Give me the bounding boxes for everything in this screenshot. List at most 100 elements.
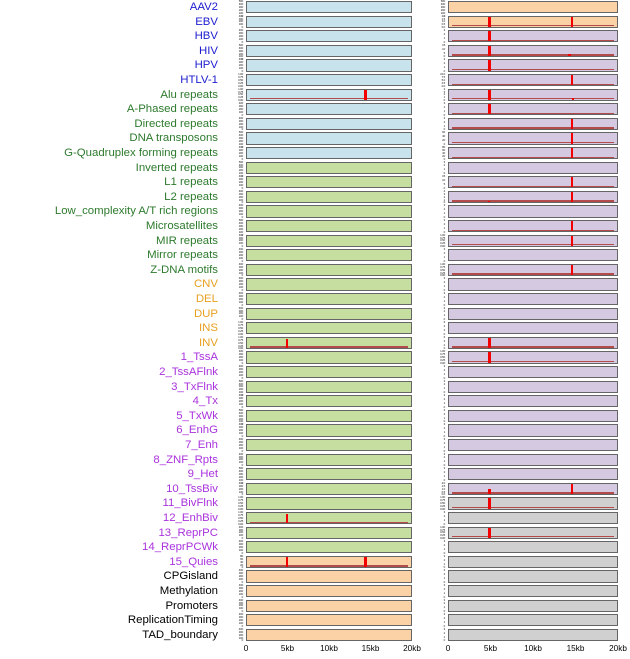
y-tick-label: 500 xyxy=(238,407,243,412)
y-tick-label: 100 xyxy=(238,620,243,625)
y-tick-label: 3 xyxy=(443,101,446,106)
track-spike xyxy=(568,54,571,56)
y-tick-label: 6 xyxy=(443,334,446,339)
row-label-10-tssbiv: 10_TssBiv xyxy=(166,482,218,495)
y-tick-label: 200 xyxy=(238,107,243,112)
y-tick-label: 0 xyxy=(241,361,244,366)
y-tick-label: 2 xyxy=(443,61,446,66)
y-tick-label: 0 xyxy=(241,594,244,599)
track-panel-area xyxy=(448,1,618,14)
y-tick-label: 1.00 xyxy=(440,349,445,354)
y-tick-label: 500 xyxy=(238,159,243,164)
track-row: 1.00 0.75 0.50 0.25 0.00 xyxy=(222,335,418,351)
y-tick-label: 100 xyxy=(238,606,243,611)
y-tick-label: 100 xyxy=(238,270,243,275)
row-label-3-txflnk: 3_TxFlnk xyxy=(171,380,218,393)
track-panel-area xyxy=(246,599,412,612)
y-axis-ticks: 2.0 1.5 1.0 0.5 0.0 xyxy=(424,14,446,30)
y-tick-label: 1.5 xyxy=(441,483,446,488)
row-label-ins: INS xyxy=(199,322,218,335)
y-tick-label: 3 xyxy=(443,159,446,164)
track-baseline xyxy=(452,142,614,144)
track-baseline xyxy=(452,229,614,231)
track-panel-area xyxy=(246,1,412,14)
y-tick-label: 0.00 xyxy=(238,331,243,336)
track-panel-area xyxy=(246,30,412,43)
y-tick-label: 0.50 xyxy=(238,326,243,331)
y-tick-label: 0 xyxy=(443,185,446,190)
y-tick-label: 0.75 xyxy=(238,498,243,503)
track-row: 1.00 0.75 0.50 0.25 0.00 xyxy=(222,87,418,103)
y-tick-label: 1 xyxy=(443,634,446,639)
y-tick-label: 500 xyxy=(238,130,243,135)
track-panel-area xyxy=(448,249,618,262)
y-tick-label: 20 xyxy=(442,138,445,143)
y-tick-label: 3 xyxy=(443,626,446,631)
track-row: 500 400 300 200 100 0 xyxy=(222,159,418,178)
y-tick-label: 100 xyxy=(238,285,243,290)
y-tick-label: 1.00 xyxy=(238,510,243,514)
y-tick-label: 1.00 xyxy=(440,232,445,237)
y-tick-label: 3 xyxy=(443,510,446,514)
y-tick-label: 0.00 xyxy=(238,83,243,88)
track-row: 500 400 300 200 100 0 xyxy=(222,0,418,17)
track-spike xyxy=(570,177,574,188)
y-tick-label: 300 xyxy=(238,118,243,123)
y-tick-label: 0 xyxy=(443,69,446,74)
y-tick-label: 100 xyxy=(238,591,243,596)
track-row: 500 400 300 200 100 0 xyxy=(222,43,418,61)
y-tick-label: 400 xyxy=(238,115,243,120)
track-spike xyxy=(285,557,288,567)
y-tick-label: 3 xyxy=(443,568,446,573)
y-tick-label: 300 xyxy=(238,571,243,576)
row-label-del: DEL xyxy=(195,293,218,305)
y-tick-label: 0 xyxy=(241,127,244,132)
track-panel-area xyxy=(246,351,412,364)
y-tick-label: 40 xyxy=(442,134,445,139)
track-panel-area xyxy=(246,74,412,87)
y-tick-label: 100 xyxy=(238,229,243,234)
y-tick-label: 100 xyxy=(238,477,243,482)
y-tick-label: 2 xyxy=(443,616,446,621)
y-tick-label: 1.0 xyxy=(441,486,446,491)
y-tick-label: 100 xyxy=(440,10,445,15)
y-tick-label: 1 xyxy=(443,546,446,551)
track-panel-area xyxy=(448,278,618,291)
y-tick-label: 400 xyxy=(238,349,243,354)
y-tick-label: 1 xyxy=(443,298,446,303)
y-tick-label: 0 xyxy=(443,200,446,205)
y-tick-label: 400 xyxy=(238,162,243,167)
y-tick-label: 200 xyxy=(238,457,243,462)
y-tick-label: 200 xyxy=(238,545,243,550)
track-baseline xyxy=(452,112,614,114)
track-panel-area xyxy=(246,555,412,568)
y-tick-label: 0.00 xyxy=(238,521,243,526)
track-row: 80 60 40 20 0 xyxy=(222,554,418,570)
y-axis-ticks: 400 300 200 100 0 xyxy=(222,423,244,438)
y-tick-label: 0.50 xyxy=(238,501,243,506)
y-tick-label: 2 xyxy=(443,280,446,285)
track-row: 1.00 0.75 0.50 0.25 0.00 xyxy=(222,321,418,336)
y-tick-label: 0 xyxy=(443,521,446,526)
y-tick-label: 400 xyxy=(238,247,243,252)
y-tick-label: 2 xyxy=(443,32,446,37)
y-axis-ticks: 1.00 0.75 0.50 0.25 0.00 xyxy=(222,87,244,103)
y-tick-label: 0 xyxy=(443,331,446,336)
y-tick-label: 1 xyxy=(443,123,446,128)
y-tick-label: 300 xyxy=(238,527,243,532)
track-row: 400 300 200 100 0 xyxy=(222,569,418,584)
y-axis-ticks: 400 300 200 100 0 xyxy=(222,189,244,205)
y-tick-label: 0 xyxy=(443,258,446,263)
track-spike xyxy=(364,557,367,567)
y-tick-label: 0.25 xyxy=(440,241,445,246)
y-tick-label: 0.50 xyxy=(440,355,445,360)
track-spike xyxy=(488,89,491,100)
y-tick-label: 2.0 xyxy=(441,480,446,485)
y-tick-label: 300 xyxy=(238,206,243,211)
track-baseline xyxy=(452,39,614,41)
y-tick-label: 0.75 xyxy=(238,337,243,342)
track-panel-area xyxy=(448,409,618,422)
